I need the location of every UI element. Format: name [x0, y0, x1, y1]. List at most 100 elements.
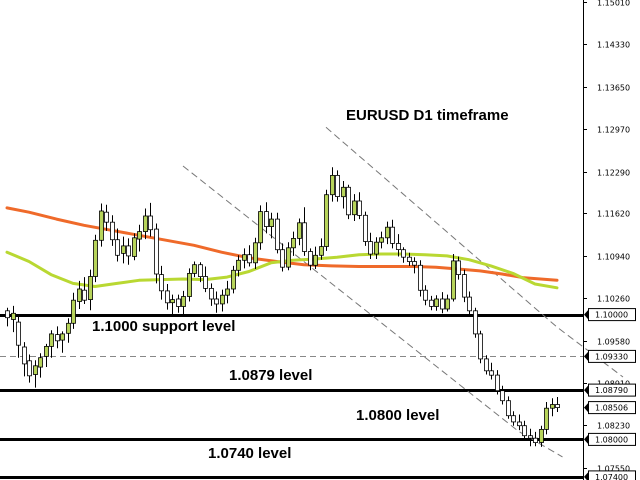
candle-body [11, 312, 16, 320]
price-label-pointer [584, 471, 589, 480]
candle-body [280, 249, 285, 268]
tick-label: 1.08230 [597, 422, 630, 431]
candle-body [401, 249, 406, 258]
candle [209, 283, 214, 306]
annotation-label: 1.0740 level [208, 445, 291, 462]
candle [236, 255, 241, 277]
candle-body [22, 346, 27, 365]
candle-body [379, 237, 384, 243]
candle [198, 262, 203, 283]
candle [412, 257, 417, 274]
candle-body [231, 269, 236, 290]
candle-body [121, 245, 126, 254]
candle [5, 307, 10, 327]
candle [187, 268, 192, 302]
candle-body [49, 333, 54, 347]
annotation-label: 1.1000 support level [92, 318, 235, 335]
candle-body [126, 245, 131, 257]
price-label: 1.09330 [584, 349, 636, 363]
candle [313, 246, 318, 269]
candle-body [236, 259, 241, 271]
candle [434, 295, 439, 311]
candle [379, 231, 384, 249]
candle [451, 254, 456, 302]
candle-body [297, 222, 302, 239]
annotation-label: 1.0879 level [229, 367, 312, 384]
candle-body [165, 290, 170, 304]
candle-body [44, 345, 49, 357]
candle [429, 295, 434, 311]
price-label-text: 1.08000 [595, 435, 628, 444]
price-label: 1.10000 [584, 308, 636, 322]
channel-line [325, 126, 624, 378]
candle-body [214, 298, 219, 305]
candle-body [77, 288, 82, 302]
candle-body [319, 246, 324, 256]
candle [280, 243, 285, 272]
candle-body [187, 272, 192, 297]
candle-body [412, 261, 417, 266]
annotations: 1.1000 support level 1.0879 level 1.0800 l… [92, 318, 439, 462]
candle-body [423, 289, 428, 301]
candle-body [99, 210, 104, 241]
candle [324, 189, 329, 251]
candle-body [88, 276, 93, 301]
candle-body [440, 298, 445, 310]
candle [275, 212, 280, 254]
candle-body [198, 264, 203, 278]
price-label-text: 1.08506 [595, 404, 628, 413]
candle [544, 402, 549, 435]
candle-body [302, 222, 307, 252]
candle [137, 224, 142, 252]
candle-body [115, 239, 120, 256]
candle-body [506, 400, 511, 417]
candle [165, 284, 170, 310]
candle-body [247, 254, 252, 264]
candle-body [159, 274, 164, 292]
candle [71, 292, 76, 329]
candle-body [143, 215, 148, 233]
candle [341, 181, 346, 209]
candle [88, 269, 93, 311]
candle [44, 343, 49, 367]
candle [93, 234, 98, 283]
candle [418, 260, 423, 297]
candle [445, 294, 450, 312]
candle-body [346, 186, 351, 216]
tick-label: 1.13650 [597, 84, 630, 93]
candle [484, 355, 489, 375]
candle [346, 184, 351, 220]
candle-body [71, 299, 76, 324]
candle [77, 280, 82, 309]
candle [132, 233, 137, 261]
price-label-pointer [584, 351, 589, 362]
candle-body [154, 228, 159, 275]
tick-label: 1.07550 [597, 465, 630, 474]
candle [385, 221, 390, 245]
candle [539, 425, 544, 447]
candle-body [275, 218, 280, 251]
candle [550, 398, 555, 417]
tick-label: 1.11620 [597, 210, 630, 219]
candle [159, 265, 164, 300]
candle [203, 266, 208, 293]
candle-body [467, 296, 472, 312]
candle-body [368, 241, 373, 255]
candle-body [539, 428, 544, 443]
candle-body [445, 298, 450, 310]
price-label-text: 1.10000 [595, 311, 628, 320]
candle [110, 215, 115, 246]
tick-label: 1.12290 [597, 169, 630, 178]
candle-body [324, 194, 329, 247]
candle-body [456, 260, 461, 275]
candle-body [269, 218, 274, 228]
annotation-label: 1.0800 level [356, 407, 439, 424]
candles [5, 167, 560, 447]
candle [308, 248, 313, 271]
candle-body [33, 365, 38, 375]
candle-body [66, 322, 71, 334]
candle-body [357, 200, 362, 216]
candle-body [291, 237, 296, 249]
candle [66, 318, 71, 343]
candle [82, 277, 87, 304]
